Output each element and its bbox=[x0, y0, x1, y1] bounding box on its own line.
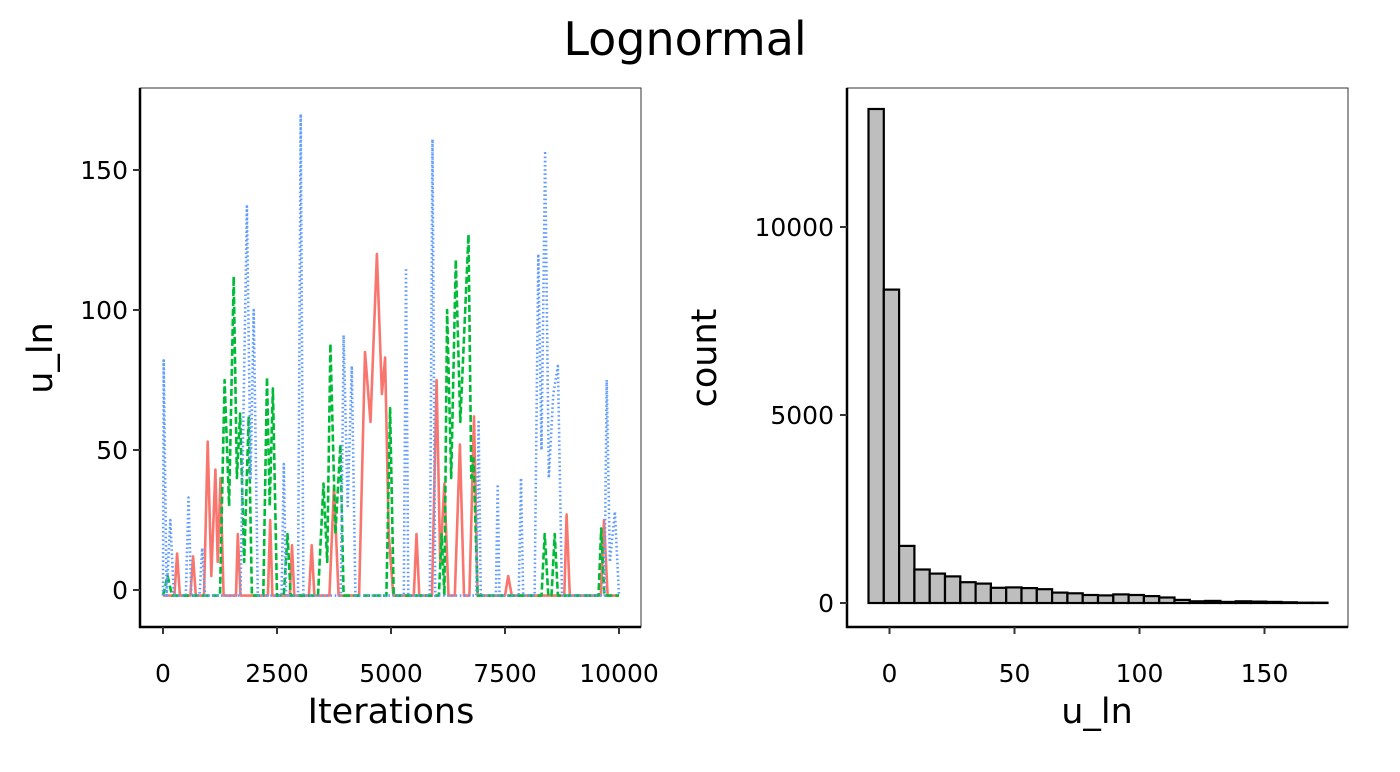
trace-series-2-line bbox=[163, 234, 619, 595]
histogram-bar bbox=[1037, 589, 1052, 603]
histogram-bar bbox=[1022, 588, 1037, 603]
trace-x-tick-label: 5000 bbox=[359, 659, 423, 688]
histogram-bar bbox=[976, 584, 991, 603]
trace-lines bbox=[163, 114, 619, 596]
histogram-bar bbox=[1113, 594, 1128, 603]
histogram-bar bbox=[914, 570, 929, 604]
trace-x-tick-label: 0 bbox=[155, 659, 171, 688]
histogram-bar bbox=[884, 290, 899, 603]
histogram-bar bbox=[945, 576, 960, 603]
histogram-plot: 0 50 100 150 0 5000 10000 u_ln count bbox=[685, 88, 1348, 732]
histogram-bar bbox=[1282, 602, 1297, 603]
histogram-ticks: 0 50 100 150 0 5000 10000 bbox=[754, 213, 1288, 688]
histogram-bar bbox=[1129, 595, 1144, 603]
histogram-bar bbox=[1266, 602, 1281, 603]
histogram-bar bbox=[1205, 601, 1220, 603]
histogram-x-tick-label: 100 bbox=[1116, 659, 1164, 688]
histogram-bar bbox=[960, 582, 975, 603]
histogram-bar bbox=[1236, 601, 1251, 603]
histogram-bar bbox=[1052, 593, 1067, 603]
trace-y-axis-label: u_ln bbox=[21, 322, 61, 394]
trace-y-tick-label: 0 bbox=[112, 576, 128, 605]
histogram-bars bbox=[869, 109, 1328, 603]
histogram-bar bbox=[1006, 587, 1021, 603]
histogram-y-tick-label: 10000 bbox=[754, 213, 834, 242]
histogram-bar bbox=[1175, 600, 1190, 603]
trace-y-tick-label: 100 bbox=[80, 296, 128, 325]
histogram-y-tick-label: 0 bbox=[818, 589, 834, 618]
histogram-x-tick-label: 50 bbox=[999, 659, 1031, 688]
histogram-bar bbox=[991, 588, 1006, 603]
histogram-bar bbox=[869, 109, 884, 603]
histogram-panel-border bbox=[847, 88, 1348, 627]
histogram-bar bbox=[1220, 602, 1235, 603]
trace-y-tick-label: 150 bbox=[80, 156, 128, 185]
histogram-bar bbox=[1098, 595, 1113, 603]
histogram-bar bbox=[1190, 601, 1205, 603]
histogram-bar bbox=[1144, 596, 1159, 603]
histogram-bar bbox=[1251, 602, 1266, 603]
trace-plot: 0 2500 5000 7500 10000 0 50 100 150 Iterations u… bbox=[21, 88, 659, 732]
trace-x-tick-label: 2500 bbox=[245, 659, 309, 688]
histogram-x-tick-label: 0 bbox=[882, 659, 898, 688]
histogram-bar bbox=[899, 546, 914, 603]
figure-title: Lognormal bbox=[563, 12, 806, 66]
histogram-y-axis-label: count bbox=[685, 309, 725, 408]
histogram-x-axis-label: u_ln bbox=[1061, 692, 1133, 732]
histogram-bar bbox=[1083, 595, 1098, 603]
trace-y-tick-label: 50 bbox=[96, 436, 128, 465]
histogram-bar bbox=[1159, 598, 1174, 604]
trace-x-tick-label: 10000 bbox=[579, 659, 659, 688]
trace-x-tick-label: 7500 bbox=[473, 659, 537, 688]
histogram-y-tick-label: 5000 bbox=[770, 401, 834, 430]
histogram-x-tick-label: 150 bbox=[1241, 659, 1289, 688]
histogram-bar bbox=[1067, 593, 1082, 603]
histogram-bar bbox=[930, 574, 945, 603]
trace-x-axis-label: Iterations bbox=[308, 692, 475, 732]
